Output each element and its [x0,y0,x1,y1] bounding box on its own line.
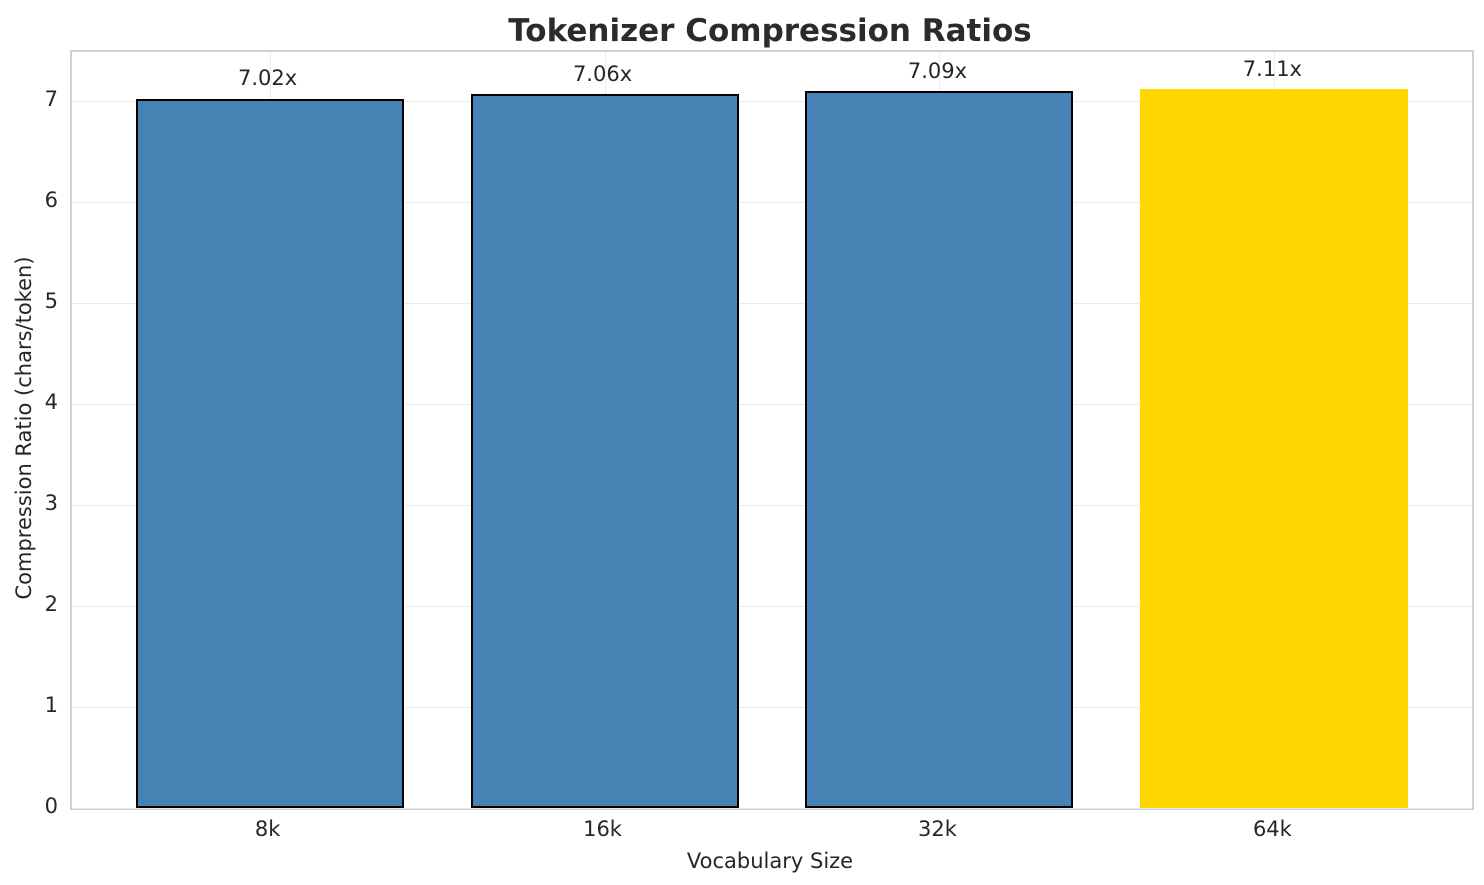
y-axis-label: Compression Ratio (chars/token) [12,256,36,600]
bar-16k [470,94,739,808]
chart-title: Tokenizer Compression Ratios [508,13,1032,49]
gridline-horizontal [72,605,1472,607]
bar-64k [1140,89,1409,808]
bar-8k [135,98,404,808]
y-tick-label: 5 [44,288,58,313]
gridline-horizontal [72,403,1472,405]
y-tick-label: 1 [44,692,58,717]
x-tick-label: 32k [918,817,957,841]
x-tick-label: 16k [583,817,622,841]
y-tick-label: 7 [44,86,58,111]
gridline-horizontal [72,808,1472,809]
gridline-horizontal [72,201,1472,203]
y-tick-label: 0 [44,794,58,818]
gridline-horizontal [72,706,1472,708]
y-tick-label: 3 [44,490,58,515]
gridline-horizontal [72,504,1472,506]
bar-value-label: 7.02x [238,66,298,91]
bar-32k [805,91,1074,808]
x-tick-label: 64k [1252,817,1292,841]
x-axis-label: Vocabulary Size [686,849,854,873]
bar-value-label: 7.06x [572,62,633,87]
y-tick-label: 4 [44,389,58,414]
gridline-horizontal [72,302,1472,304]
x-tick-label: 8k [254,817,281,841]
y-tick-label: 2 [44,591,58,616]
plot-area [70,50,1474,810]
bar-value-label: 7.11x [1242,57,1302,82]
y-tick-label: 6 [44,187,58,212]
bar-value-label: 7.09x [907,59,968,84]
gridline-horizontal [72,100,1472,102]
